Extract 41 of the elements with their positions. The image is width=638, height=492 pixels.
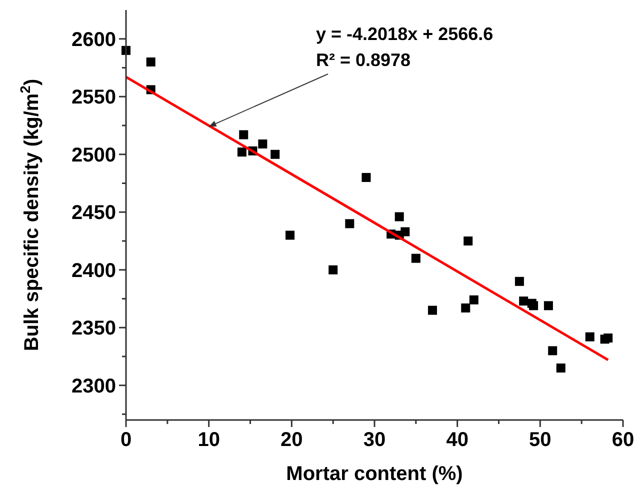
- y-tick-label: 2550: [72, 86, 116, 109]
- x-tick-label: 10: [198, 429, 220, 451]
- point: [328, 265, 338, 274]
- point: [428, 306, 437, 315]
- point: [394, 212, 404, 222]
- point: [286, 230, 295, 240]
- x-axis-title: Mortar content (%): [286, 463, 463, 485]
- y-tick-label: 2300: [72, 375, 116, 398]
- y-tick-label: 2400: [72, 260, 116, 282]
- point: [604, 334, 613, 342]
- y-tick-label: 2500: [72, 144, 116, 166]
- point: [237, 148, 246, 157]
- y-tick-label: 2600: [72, 28, 116, 51]
- point: [400, 227, 410, 236]
- point: [514, 276, 524, 286]
- x-tick-label: 30: [363, 429, 386, 451]
- x-tick-label: 60: [612, 429, 634, 451]
- annotation: R² = 0.8978: [316, 50, 411, 70]
- x-tick-label: 0: [120, 429, 132, 451]
- x-tick-label: 40: [446, 429, 468, 451]
- x-tick-label: 50: [529, 429, 552, 451]
- y-tick-label: 2450: [72, 202, 116, 224]
- point: [529, 301, 538, 310]
- point: [464, 236, 473, 246]
- x-tick-label: 20: [280, 429, 303, 451]
- annotation: y = -4.2018x + 2566.6: [316, 24, 494, 44]
- point: [146, 57, 156, 66]
- point: [461, 303, 470, 312]
- point: [411, 254, 420, 263]
- point: [362, 172, 371, 182]
- point: [519, 296, 528, 306]
- y-tick-label: 2350: [72, 318, 116, 340]
- point: [585, 332, 594, 342]
- point: [239, 130, 248, 140]
- point: [469, 295, 478, 304]
- point: [556, 364, 566, 373]
- point: [544, 301, 553, 310]
- point: [270, 150, 280, 159]
- point: [345, 219, 354, 228]
- point: [548, 346, 558, 356]
- point: [258, 139, 268, 148]
